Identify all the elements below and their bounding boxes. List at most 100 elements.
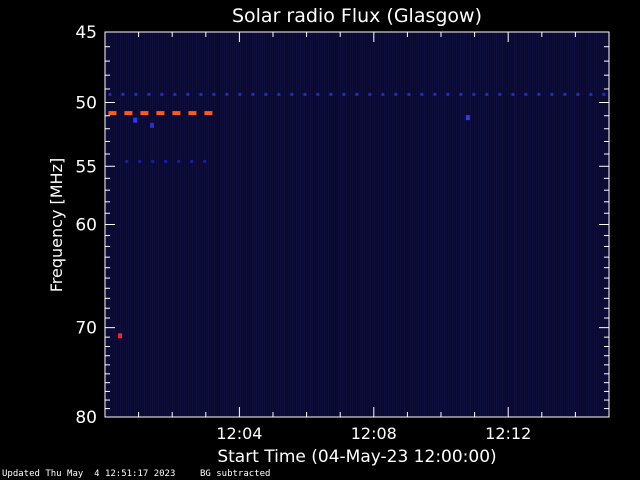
noise-streak bbox=[350, 33, 351, 416]
noise-streak bbox=[216, 33, 217, 416]
noise-streak bbox=[310, 33, 311, 416]
noise-streak bbox=[330, 33, 331, 416]
noise-streak bbox=[590, 33, 591, 416]
noise-streak bbox=[500, 33, 501, 416]
noise-streak bbox=[588, 33, 589, 416]
noise-streak bbox=[558, 33, 559, 416]
noise-streak bbox=[554, 33, 555, 416]
noise-streak bbox=[566, 33, 567, 416]
noise-streak bbox=[314, 33, 315, 416]
noise-streak bbox=[320, 33, 321, 416]
noise-streak bbox=[206, 33, 207, 416]
noise-streak bbox=[286, 33, 287, 416]
noise-streak bbox=[298, 33, 299, 416]
noise-streak bbox=[398, 33, 399, 416]
chart-title: Solar radio Flux (Glasgow) bbox=[232, 5, 482, 27]
noise-streak bbox=[134, 33, 135, 416]
noise-streak bbox=[418, 33, 419, 416]
noise-streak bbox=[196, 33, 197, 416]
noise-streak bbox=[406, 33, 407, 416]
noise-streak bbox=[538, 33, 539, 416]
noise-streak bbox=[192, 33, 193, 416]
noise-streak bbox=[294, 33, 295, 416]
noise-streak bbox=[150, 33, 151, 416]
noise-streak bbox=[468, 33, 469, 416]
noise-streak bbox=[512, 33, 513, 416]
noise-streak bbox=[436, 33, 437, 416]
noise-streak bbox=[486, 33, 487, 416]
noise-streak bbox=[258, 33, 259, 416]
noise-streak bbox=[560, 33, 561, 416]
noise-streak bbox=[532, 33, 533, 416]
x-tick-label: 12:04 bbox=[216, 424, 262, 443]
burst-band-segment bbox=[204, 111, 213, 116]
noise-streak bbox=[208, 33, 209, 416]
noise-streak bbox=[212, 33, 213, 416]
noise-streak bbox=[472, 33, 473, 416]
noise-streak bbox=[324, 33, 325, 416]
noise-streak bbox=[408, 33, 409, 416]
noise-streak bbox=[308, 33, 309, 416]
interference-band-segment bbox=[316, 92, 320, 96]
noise-streak bbox=[322, 33, 323, 416]
noise-streak bbox=[506, 33, 507, 416]
noise-streak bbox=[534, 33, 535, 416]
noise-streak bbox=[542, 33, 543, 416]
interference-band-segment bbox=[472, 92, 476, 96]
noise-streak bbox=[422, 33, 423, 416]
burst-band-segment bbox=[156, 111, 165, 116]
noise-streak bbox=[260, 33, 261, 416]
noise-streak bbox=[238, 33, 239, 416]
noise-streak bbox=[132, 33, 133, 416]
interference-band-segment bbox=[238, 92, 242, 96]
noise-streak bbox=[338, 33, 339, 416]
noise-streak bbox=[274, 33, 275, 416]
noise-streak bbox=[592, 33, 593, 416]
x-tick-label: 12:08 bbox=[351, 424, 397, 443]
noise-streak bbox=[130, 33, 131, 416]
interference-band-segment bbox=[203, 159, 207, 163]
interference-band-segment bbox=[125, 159, 129, 163]
interference-band-segment bbox=[459, 92, 463, 96]
burst-band-segment bbox=[124, 111, 133, 116]
noise-streak bbox=[174, 33, 175, 416]
interference-band-segment bbox=[368, 92, 372, 96]
interference-band-segment bbox=[212, 92, 216, 96]
noise-streak bbox=[576, 33, 577, 416]
interference-band-segment bbox=[121, 92, 125, 96]
noise-streak bbox=[278, 33, 279, 416]
noise-streak bbox=[194, 33, 195, 416]
noise-streak bbox=[498, 33, 499, 416]
y-tick-label: 55 bbox=[75, 157, 97, 177]
noise-streak bbox=[432, 33, 433, 416]
noise-streak bbox=[220, 33, 221, 416]
noise-streak bbox=[356, 33, 357, 416]
noise-streak bbox=[582, 33, 583, 416]
noise-streak bbox=[184, 33, 185, 416]
noise-streak bbox=[304, 33, 305, 416]
noise-streak bbox=[366, 33, 367, 416]
noise-streak bbox=[198, 33, 199, 416]
noise-streak bbox=[168, 33, 169, 416]
noise-streak bbox=[334, 33, 335, 416]
noise-streak bbox=[256, 33, 257, 416]
noise-streak bbox=[316, 33, 317, 416]
noise-streak bbox=[358, 33, 359, 416]
interference-band-segment bbox=[290, 92, 294, 96]
signal-point bbox=[133, 117, 138, 123]
noise-streak bbox=[584, 33, 585, 416]
noise-streak bbox=[440, 33, 441, 416]
noise-streak bbox=[152, 33, 153, 416]
noise-streak bbox=[178, 33, 179, 416]
y-axis-ticks: 45 50 55 60 70 80 bbox=[75, 23, 609, 428]
noise-streak bbox=[450, 33, 451, 416]
noise-streak bbox=[464, 33, 465, 416]
noise-streak bbox=[254, 33, 255, 416]
noise-streak bbox=[244, 33, 245, 416]
noise-streak bbox=[296, 33, 297, 416]
noise-streak bbox=[438, 33, 439, 416]
noise-streak bbox=[342, 33, 343, 416]
noise-streak bbox=[548, 33, 549, 416]
noise-streak bbox=[200, 33, 201, 416]
noise-streak bbox=[346, 33, 347, 416]
